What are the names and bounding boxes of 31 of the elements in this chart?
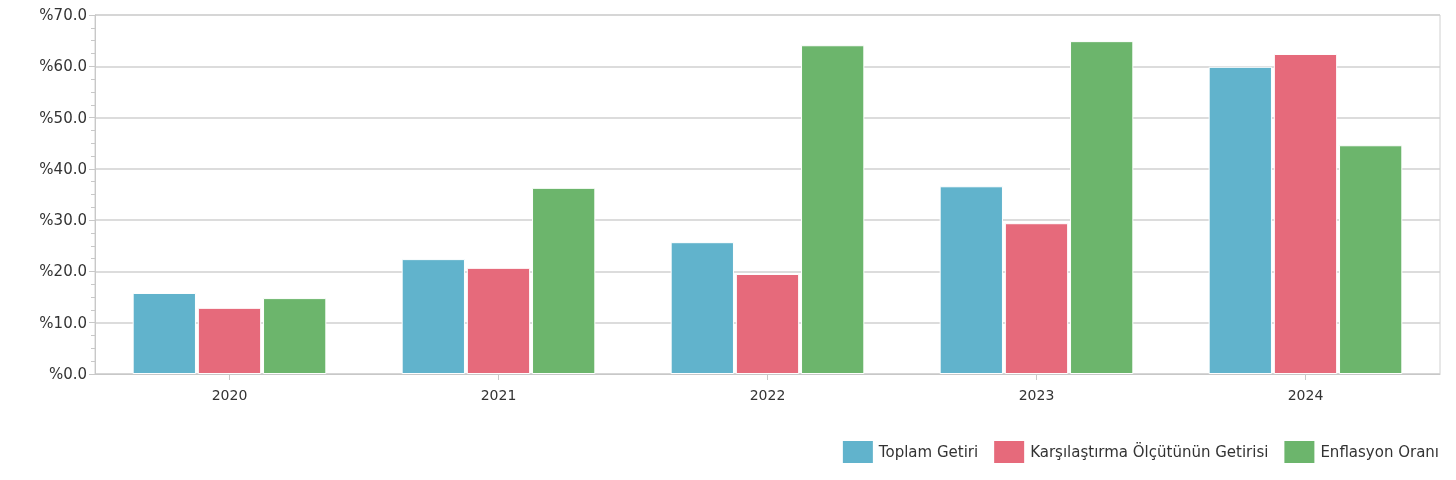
legend-label: Karşılaştırma Ölçütünün Getirisi: [1030, 442, 1269, 461]
y-tick-label: %20.0: [39, 262, 87, 281]
bar: [801, 45, 865, 374]
y-tick-label: %40.0: [39, 159, 87, 178]
legend-label: Enflasyon Oranı: [1320, 443, 1439, 461]
bar: [132, 292, 196, 374]
bar: [670, 242, 734, 374]
y-tick-label: %70.0: [39, 6, 87, 24]
x-tick-label: 2023: [1018, 387, 1055, 403]
bar: [263, 298, 327, 374]
bar: [197, 307, 262, 374]
x-tick-label: 2020: [211, 387, 248, 403]
x-tick-label: 2022: [749, 387, 786, 403]
x-tick-label: 2024: [1287, 387, 1324, 403]
bar: [1339, 145, 1403, 374]
y-tick-label: %0.0: [48, 365, 87, 383]
bar: [735, 273, 800, 374]
y-tick-label: %30.0: [39, 211, 87, 230]
bar: [1004, 223, 1069, 374]
legend-label: Toplam Getiri: [877, 443, 979, 461]
bar: [532, 187, 596, 374]
y-tick-label: %50.0: [39, 108, 87, 127]
y-tick-label: %60.0: [39, 57, 87, 76]
bar: [1070, 41, 1134, 374]
x-tick-label: 2021: [480, 387, 517, 403]
bar: [939, 186, 1003, 374]
bar: [466, 267, 531, 374]
bar: [401, 259, 465, 374]
y-tick-label: %10.0: [39, 313, 87, 332]
bar: [1273, 53, 1338, 374]
bar: [1208, 66, 1272, 374]
